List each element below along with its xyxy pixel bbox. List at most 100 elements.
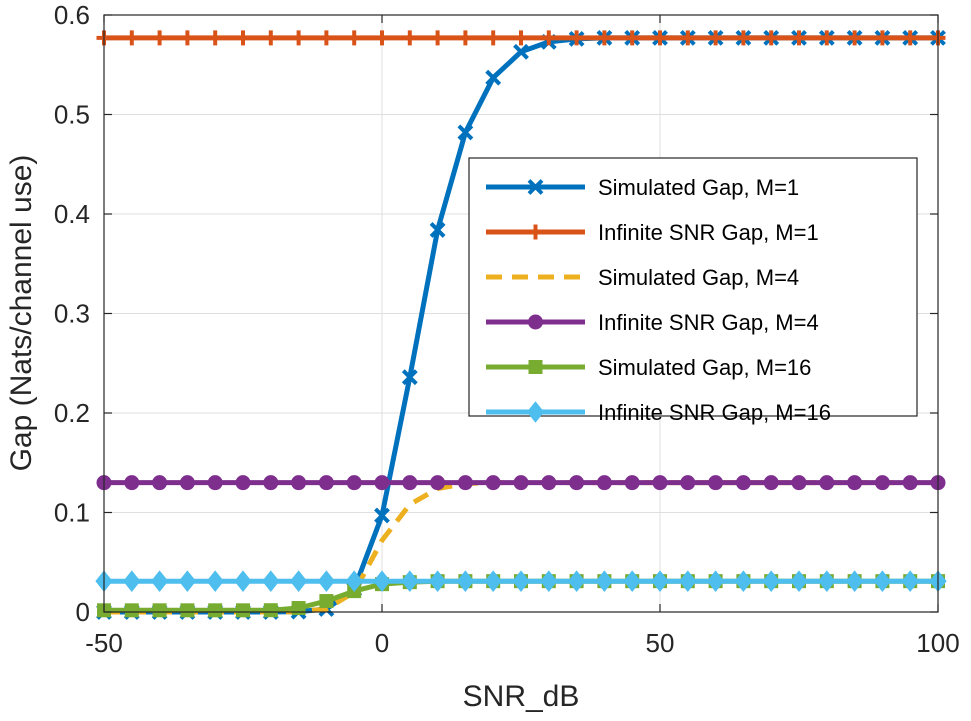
data-point — [734, 570, 753, 592]
data-point — [624, 475, 640, 491]
data-point — [708, 30, 724, 46]
data-point — [178, 570, 197, 592]
data-point — [874, 475, 890, 491]
data-point — [624, 30, 640, 46]
data-point — [485, 69, 502, 86]
data-point — [457, 124, 474, 141]
data-point — [596, 30, 612, 46]
data-point — [457, 475, 473, 491]
series-4 — [96, 475, 946, 491]
legend-label: Simulated Gap, M=4 — [598, 265, 799, 290]
data-point — [735, 475, 751, 491]
data-point — [651, 570, 669, 592]
data-point — [402, 475, 418, 491]
legend-marker — [527, 179, 544, 195]
x-tick-label: 100 — [916, 628, 959, 658]
data-point — [374, 507, 390, 524]
legend-marker — [528, 360, 543, 374]
data-point — [124, 603, 139, 618]
data-point — [207, 475, 223, 491]
data-point — [207, 30, 223, 46]
data-point — [818, 570, 836, 592]
legend-label: Infinite SNR Gap, M=1 — [598, 220, 819, 245]
y-tick-label: 0.5 — [54, 100, 90, 130]
data-point — [150, 570, 169, 592]
y-tick-label: 0.1 — [54, 498, 90, 528]
legend-marker — [528, 224, 543, 240]
data-point — [847, 30, 863, 46]
series-layer — [95, 29, 947, 620]
data-point — [318, 30, 334, 46]
data-point — [206, 570, 224, 592]
data-point — [485, 30, 501, 46]
data-point — [540, 570, 558, 592]
data-point — [430, 30, 446, 46]
data-point — [208, 603, 223, 618]
legend-entry: Infinite SNR Gap, M=1 — [486, 220, 819, 245]
legend-label: Infinite SNR Gap, M=16 — [598, 400, 831, 425]
data-point — [652, 30, 668, 46]
data-point — [763, 30, 779, 46]
data-point — [847, 475, 863, 491]
data-point — [902, 475, 918, 491]
data-point — [179, 475, 195, 491]
data-point — [180, 603, 195, 618]
data-point — [513, 30, 529, 46]
data-point — [236, 603, 250, 618]
data-point — [513, 475, 529, 491]
x-tick-label: 50 — [646, 628, 675, 658]
series-6 — [95, 570, 947, 592]
data-point — [428, 570, 447, 592]
data-point — [401, 570, 419, 592]
data-point — [485, 475, 501, 491]
data-point — [317, 570, 336, 592]
data-point — [291, 601, 306, 616]
legend-entry: Simulated Gap, M=16 — [486, 355, 811, 380]
legend-entry: Simulated Gap, M=1 — [486, 175, 799, 200]
ticks — [103, 14, 939, 613]
data-point — [569, 475, 585, 491]
data-point — [346, 475, 362, 491]
data-point — [402, 30, 418, 46]
data-point — [874, 30, 890, 46]
x-tick-label: 0 — [375, 628, 389, 658]
data-point — [708, 475, 724, 491]
legend-marker — [526, 401, 545, 423]
data-point — [623, 570, 641, 592]
legend-box — [468, 157, 918, 417]
y-tick-label: 0.6 — [54, 0, 90, 30]
legend-label: Simulated Gap, M=16 — [598, 355, 811, 380]
data-point — [235, 475, 251, 491]
data-point — [484, 570, 502, 592]
data-point — [762, 570, 780, 592]
data-point — [791, 475, 807, 491]
data-point — [680, 475, 696, 491]
data-point — [652, 475, 668, 491]
x-tick-label: -50 — [85, 628, 123, 658]
data-point — [263, 30, 279, 46]
legend-entry: Infinite SNR Gap, M=4 — [486, 310, 819, 335]
data-point — [791, 30, 807, 46]
legend-label: Simulated Gap, M=1 — [598, 175, 799, 200]
data-point — [679, 570, 697, 592]
x-axis-label: SNR_dB — [463, 680, 580, 713]
legend-label: Infinite SNR Gap, M=4 — [598, 310, 819, 335]
data-point — [429, 222, 446, 238]
data-point — [291, 475, 307, 491]
data-point — [569, 30, 585, 46]
data-point — [512, 570, 530, 592]
data-point — [179, 30, 195, 46]
data-point — [706, 570, 725, 592]
data-point — [763, 475, 779, 491]
legend-marker — [528, 314, 543, 330]
data-point — [152, 475, 168, 491]
data-point — [289, 570, 308, 592]
data-point — [596, 475, 612, 491]
data-point — [541, 30, 557, 46]
data-point — [263, 475, 279, 491]
data-point — [819, 30, 835, 46]
data-point — [456, 570, 475, 592]
y-tick-label: 0 — [76, 597, 90, 627]
